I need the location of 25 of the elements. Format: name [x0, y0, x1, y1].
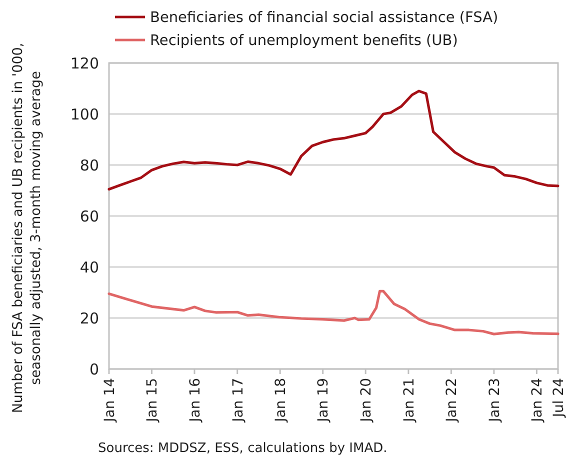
x-tick-label: Jan 18	[273, 378, 289, 423]
x-tick-label: Jan 17	[230, 378, 246, 423]
source-note: Sources: MDDSZ, ESS, calculations by IMAD.	[98, 441, 388, 456]
line-series	[108, 90, 560, 191]
x-tick-label: Jan 19	[316, 378, 332, 423]
line-series	[108, 290, 560, 336]
y-axis-title: Number of FSA beneficiaries and UB recipients in '000, seasonally adjusted, 3-month moving average	[10, 42, 44, 414]
legend-label: Recipients of unemployment benefits (UB)	[150, 33, 458, 50]
y-tick-label: 40	[80, 258, 99, 276]
x-tick-label: Jan 22	[444, 378, 460, 423]
x-tick-label: Jan 16	[187, 378, 204, 423]
x-tick-label: Jul 24	[550, 378, 567, 418]
x-tick-label: Jan 14	[102, 378, 118, 423]
x-tick-label: Jan 23	[486, 378, 503, 423]
y-tick-label: 120	[70, 54, 99, 72]
x-tick-label: Jan 24	[530, 378, 546, 423]
x-tick-label: Jan 15	[144, 378, 161, 423]
y-tick-label: 20	[80, 309, 99, 328]
x-tick-label: Jan 20	[358, 378, 374, 423]
y-tick-label: 80	[80, 156, 99, 174]
y-tick-label: 60	[80, 207, 99, 226]
y-tick-label: 0	[89, 360, 99, 378]
x-tick-label: Jan 21	[401, 378, 418, 423]
y-tick-label: 100	[70, 105, 99, 124]
legend-label: Beneficiaries of financial social assistance (FSA)	[150, 10, 498, 26]
